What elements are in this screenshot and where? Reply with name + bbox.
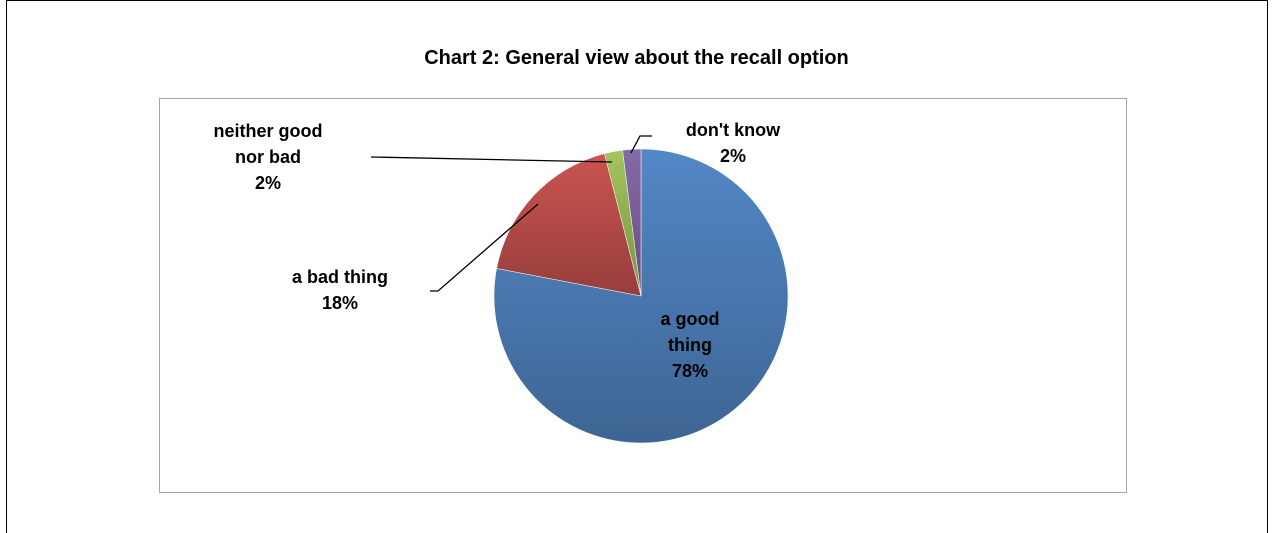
slice-label-1: a good thing 78%: [661, 309, 720, 381]
leader-line-4: [630, 135, 652, 154]
pie-slice-2: [496, 153, 642, 297]
chart-title: Chart 2: General view about the recall o…: [424, 47, 849, 69]
slice-label-2: a bad thing 18%: [292, 267, 388, 313]
pie-slice-4: [622, 148, 642, 297]
slice-label-4: don't know 2%: [686, 120, 781, 166]
page-frame: [6, 0, 1268, 533]
leader-line-3: [370, 156, 613, 163]
leader-line-2: [430, 203, 539, 292]
slice-label-3: neither good nor bad 2%: [214, 121, 323, 193]
